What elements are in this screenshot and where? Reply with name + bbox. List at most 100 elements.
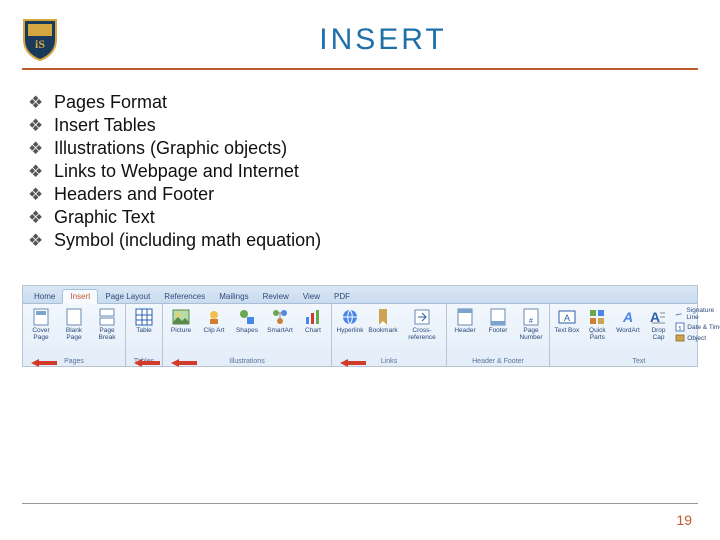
red-arrow-icon [171,358,197,368]
chart-icon [303,307,323,327]
ribbon-stack-item[interactable]: Signature Line [675,307,720,321]
ribbon-item[interactable]: Shapes [232,307,262,335]
dropcap-icon: A [648,307,668,327]
ribbon-item[interactable]: Chart [298,307,328,335]
ribbon-item-label: Blank Page [59,328,89,341]
ribbon-group: PictureClip ArtShapesSmartArtChartIllust… [163,304,332,366]
ribbon-item-label: Cross-reference [401,328,443,341]
page-break-icon [97,307,117,327]
ribbon-tab[interactable]: References [157,290,212,303]
ribbon-group-label: Text [553,356,720,365]
red-arrow-icon [340,358,366,368]
bullet-symbol: ❖ [28,185,46,205]
ribbon-item[interactable]: Page Break [92,307,122,341]
quickparts-icon [587,307,607,327]
bullet-symbol: ❖ [28,139,46,159]
ribbon-item[interactable]: Footer [483,307,513,335]
bullet-list: ❖Pages Format❖Insert Tables❖Illustration… [28,92,698,251]
ribbon-item-label: Chart [305,328,321,335]
bullet-item: ❖ Headers and Footer [28,184,698,205]
ribbon-stack-item[interactable]: Object [675,333,706,343]
svg-text:5: 5 [679,326,682,332]
bullet-symbol: ❖ [28,162,46,182]
ribbon-item[interactable]: Header [450,307,480,335]
ribbon-item[interactable]: Cross-reference [401,307,443,341]
ribbon-tab[interactable]: View [296,290,327,303]
smartart-icon [270,307,290,327]
ribbon-item-label: Shapes [236,328,258,335]
ribbon-tab[interactable]: PDF [327,290,357,303]
ribbon-tab[interactable]: Review [256,290,296,303]
ribbon-item-label: Cover Page [26,328,56,341]
ribbon-item[interactable]: Hyperlink [335,307,365,335]
bullet-text: Graphic Text [54,207,155,228]
object-icon [675,333,685,343]
ribbon-item-label: WordArt [616,328,640,335]
bullet-symbol: ❖ [28,231,46,251]
ribbon-item[interactable]: Table [129,307,159,335]
ribbon-stack: Signature Line 5 Date & Time Object [675,307,720,343]
table-icon [134,307,154,327]
ribbon-item-label: Bookmark [368,328,397,335]
logo-shield-icon: iS [22,18,58,62]
ribbon-stack-label: Date & Time [687,324,720,331]
ribbon-stack-label: Object [687,335,706,342]
bullet-symbol: ❖ [28,93,46,113]
ribbon-item-label: Picture [171,328,191,335]
ribbon-item[interactable]: Bookmark [368,307,398,335]
blank-page-icon [64,307,84,327]
footer-icon [488,307,508,327]
ribbon-stack-label: Signature Line [686,307,720,321]
wordart-icon: A [618,307,638,327]
signature-icon [675,309,684,319]
header-icon [455,307,475,327]
ribbon-group: TableTables [126,304,163,366]
ribbon-item-label: Hyperlink [336,328,363,335]
ribbon-item-label: Page Number [516,328,546,341]
bullet-item: ❖ Illustrations (Graphic objects) [28,138,698,159]
ribbon-item-label: Page Break [92,328,122,341]
red-arrow-icon [31,358,57,368]
ribbon-item[interactable]: ADrop Cap [645,307,673,341]
ribbon-item-label: Table [136,328,152,335]
ribbon-item[interactable]: Picture [166,307,196,335]
bullet-text: Headers and Footer [54,184,214,205]
ribbon-item-label: Footer [489,328,508,335]
bullet-symbol: ❖ [28,116,46,136]
ribbon-tab[interactable]: Insert [62,289,98,304]
cover-page-icon [31,307,51,327]
bullet-item: ❖ Symbol (including math equation) [28,230,698,251]
ribbon-item[interactable]: #Page Number [516,307,546,341]
ribbon-tabs: HomeInsertPage LayoutReferencesMailingsR… [23,286,697,304]
hyperlink-icon [340,307,360,327]
ribbon-stack-item[interactable]: 5 Date & Time [675,322,720,332]
ribbon-item-label: Drop Cap [645,328,673,341]
bullet-item: ❖Insert Tables [28,115,698,136]
svg-text:A: A [622,309,633,325]
bookmark-icon [373,307,393,327]
ribbon-item[interactable]: A WordArt [614,307,642,335]
svg-text:A: A [564,313,570,323]
ribbon-item[interactable]: Blank Page [59,307,89,341]
bullet-item: ❖Graphic Text [28,207,698,228]
ribbon-groups: Cover PageBlank PagePage BreakPagesTable… [23,304,697,366]
ribbon-tab[interactable]: Mailings [212,290,255,303]
ribbon-item-label: SmartArt [267,328,293,335]
svg-text:iS: iS [35,37,45,51]
ribbon-item[interactable]: SmartArt [265,307,295,335]
bullet-text: Illustrations (Graphic objects) [54,138,287,159]
ribbon-group: AText BoxQuick PartsAWordArtADrop CapSig… [550,304,720,366]
ribbon-item[interactable]: Cover Page [26,307,56,341]
datetime-icon: 5 [675,322,685,332]
ribbon-item-label: Clip Art [204,328,225,335]
ribbon-group-label: Header & Footer [450,356,546,365]
page-number: 19 [676,512,692,528]
ribbon-tab[interactable]: Page Layout [98,290,157,303]
ribbon-item[interactable]: Clip Art [199,307,229,335]
ribbon-item[interactable]: AText Box [553,307,581,335]
red-arrow-icon [134,358,160,368]
picture-icon [171,307,191,327]
ribbon-item[interactable]: Quick Parts [584,307,612,341]
bullet-text: Symbol (including math equation) [54,230,321,251]
ribbon-tab[interactable]: Home [27,290,62,303]
